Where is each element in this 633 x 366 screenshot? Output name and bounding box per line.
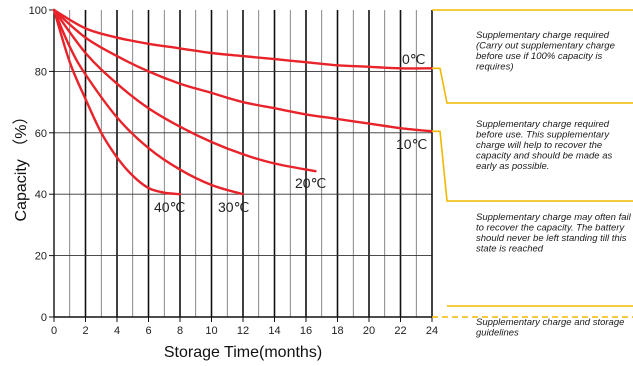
annotation-note-0: Supplementary charge required (Carry out … [476, 30, 615, 73]
x-axis-title: Storage Time(months) [164, 344, 322, 361]
x-tick-label: 18 [331, 325, 343, 337]
x-tick-label: 24 [426, 325, 438, 337]
annotation-panel: Supplementary charge required (Carry out … [432, 10, 633, 339]
x-tick-label: 16 [300, 325, 312, 337]
x-tick-label: 22 [394, 325, 406, 337]
x-tick-label: 0 [51, 325, 57, 337]
y-tick-label: 60 [35, 128, 47, 140]
y-tick-label: 80 [35, 66, 47, 78]
annotation-note-1: Supplementary charge required before use.… [476, 119, 613, 172]
annotation-connector [432, 68, 633, 103]
series-line-2 [54, 10, 316, 171]
series-label-2: 20℃ [295, 175, 326, 191]
x-tick-label: 12 [237, 325, 249, 337]
series-label-1: 10℃ [396, 136, 427, 152]
x-tick-label: 4 [114, 325, 120, 337]
series-label-4: 40℃ [154, 199, 185, 215]
x-tick-label: 10 [205, 325, 217, 337]
x-tick-label: 8 [177, 325, 183, 337]
x-tick-label: 20 [363, 325, 375, 337]
series-label-0: 0℃ [402, 51, 426, 67]
y-tick-label: 100 [29, 5, 47, 17]
x-tick-label: 6 [145, 325, 151, 337]
y-tick-label: 20 [35, 251, 47, 263]
annotation-note-2: Supplementary charge may often fail to re… [476, 212, 632, 255]
y-tick-label: 40 [35, 189, 47, 201]
series-label-3: 30℃ [218, 199, 249, 215]
x-tick-label: 2 [82, 325, 88, 337]
annotation-note-3: Supplementary charge and storage guidelin… [476, 317, 624, 339]
x-tick-label: 14 [268, 325, 280, 337]
y-tick-label: 0 [41, 312, 47, 324]
y-axis-title: Capacity （%） [12, 109, 30, 222]
